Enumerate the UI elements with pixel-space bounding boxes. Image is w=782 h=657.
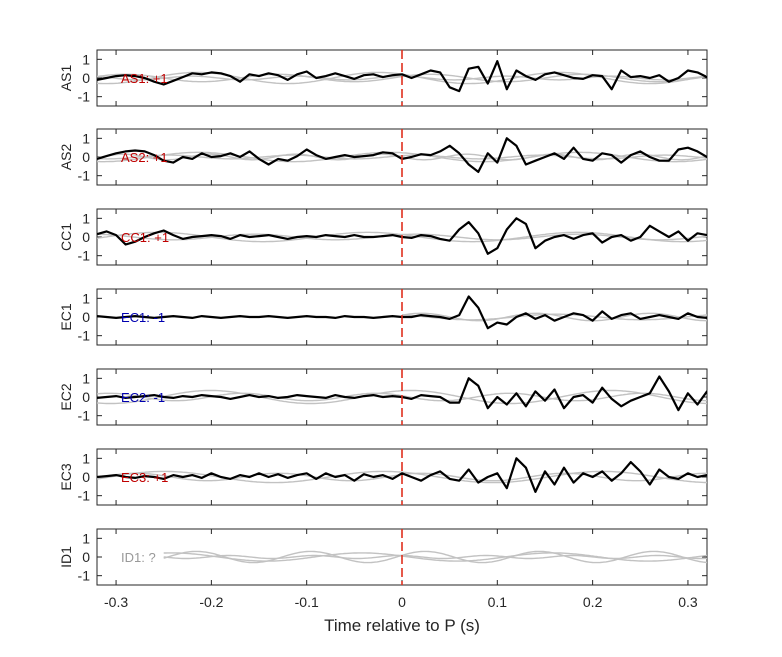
reference-trace [401,313,707,321]
x-tick-label: 0.3 [678,594,698,610]
y-tick-label: 0 [82,389,90,405]
y-tick-label: -1 [78,568,91,584]
x-tick-label: 0.2 [583,594,603,610]
y-tick-label: -1 [78,89,91,105]
polarity-label: AS1: +1 [121,71,168,86]
waveform-trace [97,457,707,493]
polarity-label: ID1: ? [121,550,156,565]
panel-ec1: -1 0 1 EC1 EC1: -1 [58,288,708,346]
y-tick-label: 0 [82,70,90,86]
station-label: EC2 [58,383,74,410]
y-tick-label: 0 [82,229,90,245]
y-tick-label: 1 [82,130,90,146]
station-label: CC1 [58,223,74,251]
polarity-label: CC1: +1 [121,230,169,245]
y-tick-label: 0 [82,469,90,485]
waveform-trace [97,60,707,93]
station-label: EC3 [58,463,74,490]
x-axis-title: Time relative to P (s) [324,616,480,635]
reference-trace [97,472,707,482]
polarity-label: EC3: +1 [121,470,168,485]
y-tick-label: 1 [82,530,90,546]
station-label: ID1 [58,546,74,568]
y-tick-label: 1 [82,290,90,306]
y-tick-label: -1 [78,168,91,184]
polarity-label: AS2: +1 [121,150,168,165]
panels-group: -1 0 1 AS1 AS1: +1 -1 0 1 AS2 AS2: +1 -1 0 1 CC1 CC1: … [58,49,708,610]
waveform-trace [97,217,707,255]
station-label: AS2 [58,144,74,171]
y-tick-label: 0 [82,309,90,325]
y-tick-label: 1 [82,210,90,226]
polarity-label: EC2: -1 [121,390,165,405]
panel-as2: -1 0 1 AS2 AS2: +1 [58,128,708,186]
x-tick-label: 0 [398,594,406,610]
y-tick-label: -1 [78,248,91,264]
station-label: EC1 [58,303,74,330]
polarity-label: EC1: -1 [121,310,165,325]
y-tick-label: -1 [78,488,91,504]
y-tick-label: 1 [82,370,90,386]
y-tick-label: 1 [82,450,90,466]
station-label: AS1 [58,65,74,92]
y-tick-label: 1 [82,51,90,67]
x-tick-label: 0.1 [488,594,508,610]
panel-ec3: -1 0 1 EC3 EC3: +1 [58,448,708,506]
panel-id1: -1 0 1 ID1 ID1: ? [58,528,708,586]
x-tick-label: -0.1 [295,594,319,610]
panel-cc1: -1 0 1 CC1 CC1: +1 [58,208,708,266]
y-tick-label: 0 [82,149,90,165]
y-tick-label: -1 [78,328,91,344]
y-tick-label: 0 [82,549,90,565]
waveform-trace [97,375,707,412]
x-tick-label: -0.3 [104,594,128,610]
x-tick-label: -0.2 [199,594,223,610]
waveform-trace [97,295,707,330]
y-tick-label: -1 [78,408,91,424]
panel-ec2: -1 0 1 EC2 EC2: -1 [58,368,708,426]
panel-as1: -1 0 1 AS1 AS1: +1 [58,49,708,107]
waveform-trace [97,137,707,173]
reference-trace [163,552,707,562]
